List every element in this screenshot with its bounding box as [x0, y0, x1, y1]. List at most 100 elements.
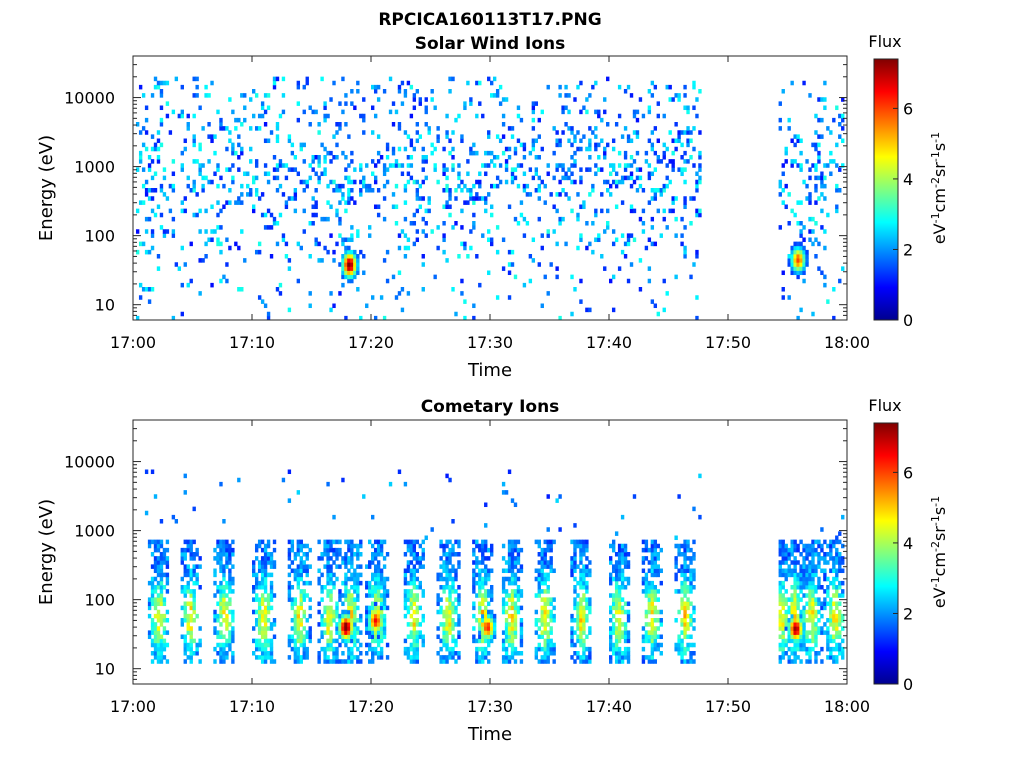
heatmap-cell — [347, 258, 351, 263]
heatmap-cell — [320, 622, 324, 627]
heatmap-cell — [811, 585, 815, 590]
heatmap-cell — [793, 626, 797, 631]
heatmap-cell — [540, 634, 544, 640]
heatmap-cell — [150, 287, 155, 292]
heatmap-cell — [246, 183, 250, 189]
heatmap-cell — [311, 155, 315, 160]
heatmap-cell — [647, 589, 652, 594]
heatmap-cell — [793, 605, 797, 611]
heatmap-cell — [317, 580, 321, 586]
heatmap-cell — [478, 634, 482, 640]
heatmap-cell — [826, 638, 830, 644]
heatmap-cell — [382, 622, 387, 627]
heatmap-cell — [281, 76, 286, 82]
heatmap-cell — [510, 580, 515, 586]
heatmap-cell — [617, 113, 622, 119]
heatmap-cell — [260, 613, 265, 619]
heatmap-cell — [510, 568, 515, 574]
heatmap-cell — [522, 233, 527, 238]
heatmap-cell — [296, 547, 301, 553]
heatmap-cell — [460, 291, 464, 296]
heatmap-cell — [305, 543, 309, 549]
heatmap-cell — [540, 552, 544, 557]
heatmap-cell — [379, 593, 384, 598]
heatmap-cell — [784, 618, 788, 623]
heatmap-cell — [344, 258, 348, 263]
heatmap-cell — [338, 188, 342, 193]
heatmap-cell — [820, 97, 824, 102]
heatmap-cell — [540, 179, 544, 185]
heatmap-cell — [600, 117, 604, 123]
heatmap-cell — [373, 179, 378, 185]
heatmap-cell — [382, 630, 387, 635]
heatmap-cell — [362, 175, 366, 181]
heatmap-cell — [335, 556, 339, 561]
heatmap-cell — [564, 241, 568, 247]
heatmap-cell — [475, 179, 479, 185]
heatmap-cell — [368, 630, 372, 635]
heatmap-cell — [237, 155, 241, 160]
heatmap-cell — [290, 142, 295, 148]
heatmap-cell — [332, 547, 336, 553]
heatmap-cell — [582, 568, 586, 574]
heatmap-cell — [614, 552, 619, 557]
heatmap-cell — [406, 568, 411, 574]
heatmap-cell — [216, 539, 220, 545]
heatmap-cell — [323, 113, 327, 119]
heatmap-cell — [638, 216, 643, 222]
heatmap-cell — [510, 543, 515, 549]
heatmap-cell — [617, 585, 622, 590]
heatmap-cell — [617, 568, 622, 574]
heatmap-cell — [249, 192, 253, 197]
heatmap-cell — [189, 613, 193, 619]
heatmap-cell — [326, 183, 330, 189]
heatmap-cell — [787, 597, 791, 602]
heatmap-cell — [603, 150, 607, 156]
heatmap-cell — [320, 216, 324, 222]
heatmap-cell — [350, 225, 354, 230]
heatmap-cell — [507, 547, 512, 553]
heatmap-cell — [376, 622, 381, 627]
heatmap-cell — [373, 646, 378, 652]
heatmap-cell — [275, 188, 280, 193]
heatmap-cell — [492, 76, 497, 82]
heatmap-cell — [350, 539, 354, 545]
heatmap-cell — [516, 593, 521, 598]
heatmap-cell — [641, 221, 646, 226]
heatmap-cell — [332, 552, 336, 557]
heatmap-cell — [790, 262, 794, 267]
heatmap-cell — [778, 655, 782, 660]
colorbar-tick-label: 6 — [903, 99, 913, 118]
heatmap-cell — [537, 576, 541, 582]
heatmap-cell — [594, 208, 598, 214]
heatmap-cell — [650, 572, 655, 578]
heatmap-cell — [195, 212, 199, 218]
heatmap-cell — [272, 76, 277, 82]
heatmap-cell — [650, 568, 655, 574]
heatmap-cell — [406, 134, 411, 139]
heatmap-cell — [811, 163, 815, 168]
heatmap-cell — [314, 155, 318, 160]
heatmap-cell — [549, 539, 553, 545]
heatmap-cell — [385, 155, 390, 160]
heatmap-cell — [338, 597, 342, 602]
heatmap-cell — [344, 93, 348, 98]
heatmap-cell — [683, 200, 687, 205]
heatmap-cell — [823, 163, 827, 168]
heatmap-cell — [424, 97, 428, 102]
heatmap-cell — [611, 601, 616, 607]
heatmap-cell — [487, 626, 491, 631]
colorbar-tick-label: 2 — [903, 240, 913, 259]
heatmap-cell — [252, 560, 256, 565]
heatmap-cell — [263, 638, 268, 644]
heatmap-cell — [305, 618, 309, 623]
heatmap-cell — [659, 609, 663, 615]
heatmap-cell — [513, 589, 518, 594]
heatmap-cell — [829, 580, 833, 586]
heatmap-cell — [475, 572, 479, 578]
heatmap-cell — [487, 622, 491, 627]
heatmap-cell — [832, 117, 836, 123]
heatmap-cell — [543, 547, 547, 553]
heatmap-cell — [302, 142, 306, 148]
heatmap-cell — [415, 622, 420, 627]
